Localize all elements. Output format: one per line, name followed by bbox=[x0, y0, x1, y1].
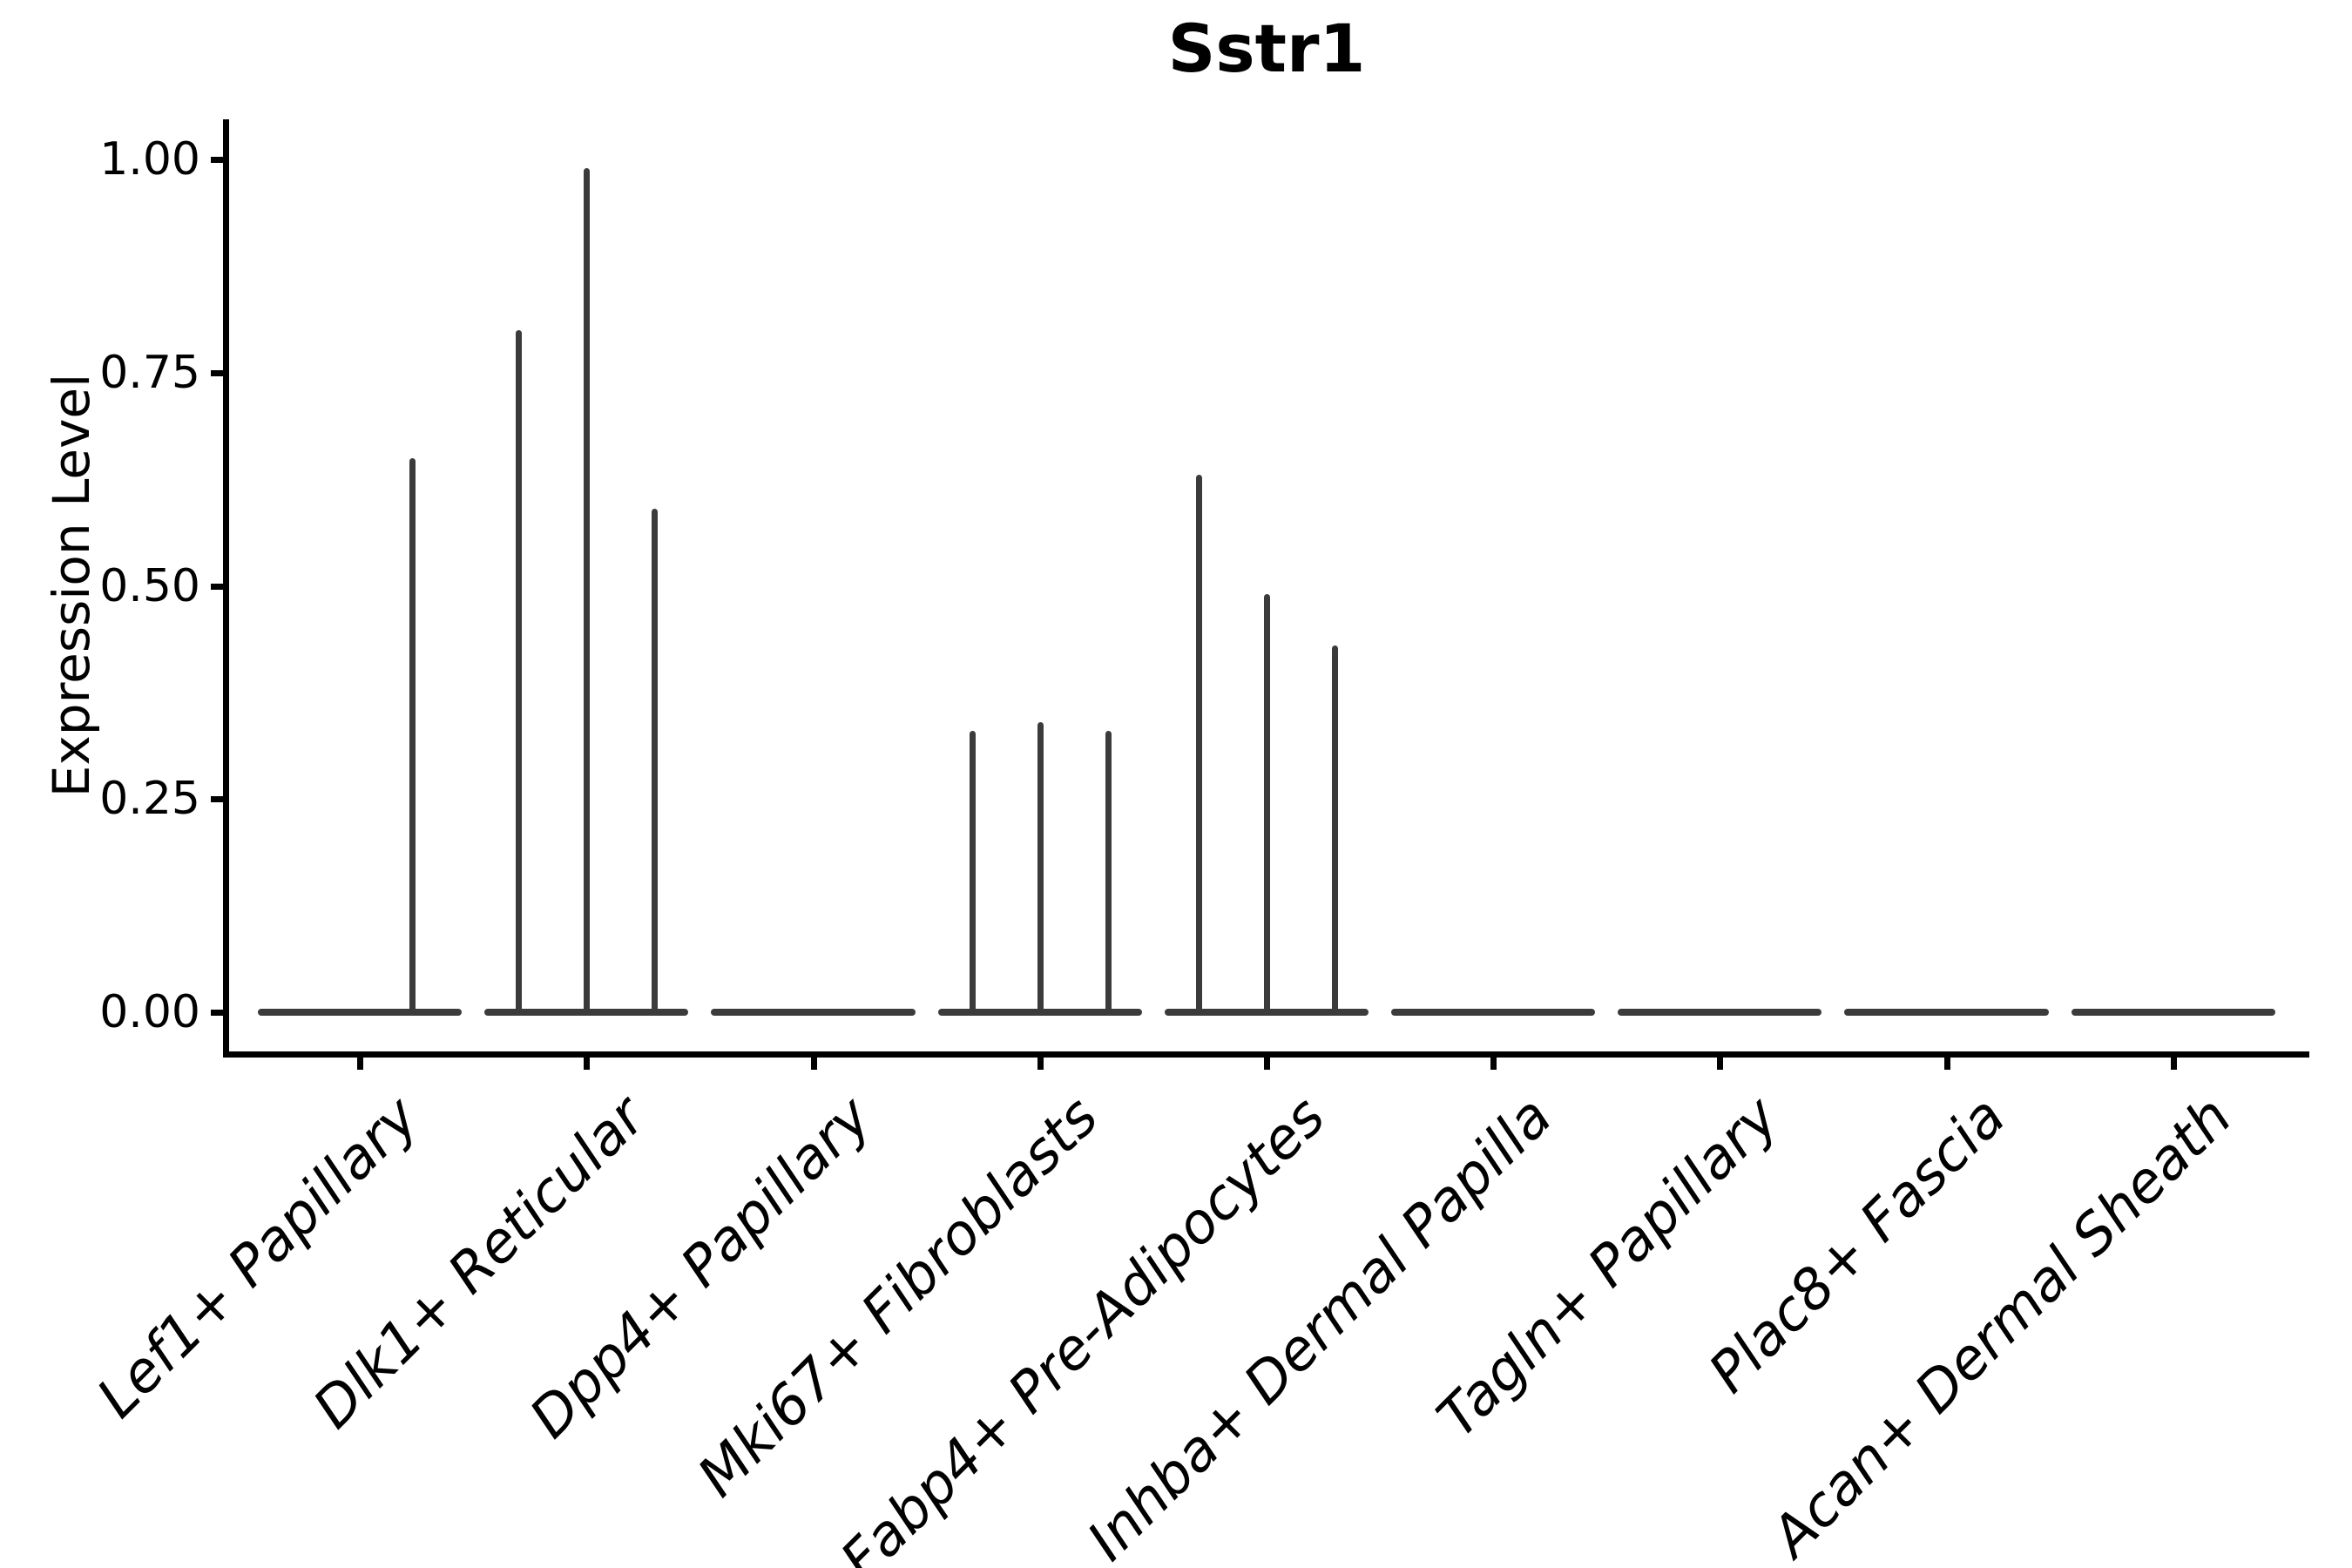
violin-spike bbox=[1331, 645, 1338, 1016]
violin-baseline bbox=[2071, 1009, 2275, 1016]
violin-spike bbox=[969, 730, 976, 1016]
y-tick-mark bbox=[211, 583, 223, 590]
y-axis-spine bbox=[223, 119, 229, 1058]
y-tick-label: 0.00 bbox=[99, 986, 200, 1038]
x-tick-label: Inhba+ Dermal Papilla bbox=[1075, 1085, 1565, 1568]
violin-spike bbox=[516, 329, 523, 1016]
x-tick-mark bbox=[1717, 1057, 1724, 1070]
y-axis-label: Expression Level bbox=[42, 373, 101, 798]
x-tick-mark bbox=[584, 1057, 591, 1070]
violin-spike bbox=[1263, 594, 1270, 1016]
x-tick-label: Mki67+ Fibroblasts bbox=[686, 1085, 1112, 1510]
x-tick-mark bbox=[357, 1057, 364, 1070]
x-tick-mark bbox=[2170, 1057, 2177, 1070]
violin-baseline bbox=[258, 1009, 463, 1016]
violin-baseline bbox=[711, 1009, 916, 1016]
violin-spike bbox=[409, 457, 416, 1016]
violin-spike bbox=[584, 167, 591, 1016]
violin-spike bbox=[652, 509, 659, 1016]
violin-baseline bbox=[1844, 1009, 2049, 1016]
y-tick-mark bbox=[211, 796, 223, 803]
x-tick-mark bbox=[1943, 1057, 1950, 1070]
y-tick-label: 0.50 bbox=[99, 559, 200, 612]
y-tick-mark bbox=[211, 157, 223, 163]
chart-title: Sstr1 bbox=[1167, 10, 1366, 87]
violin-spike bbox=[1105, 730, 1112, 1016]
y-tick-label: 1.00 bbox=[99, 133, 200, 186]
y-tick-label: 0.25 bbox=[99, 773, 200, 826]
violin-spike bbox=[1195, 475, 1202, 1016]
violin-baseline bbox=[1391, 1009, 1596, 1016]
x-tick-mark bbox=[810, 1057, 817, 1070]
violin-baseline bbox=[1618, 1009, 1822, 1016]
y-tick-label: 0.75 bbox=[99, 346, 200, 399]
x-axis-spine bbox=[223, 1051, 2309, 1058]
violin-spike bbox=[1037, 722, 1044, 1016]
x-tick-mark bbox=[1037, 1057, 1044, 1070]
x-tick-mark bbox=[1263, 1057, 1270, 1070]
x-tick-mark bbox=[1490, 1057, 1497, 1070]
y-tick-mark bbox=[211, 1010, 223, 1016]
y-tick-mark bbox=[211, 369, 223, 376]
x-tick-label: Acan+ Dermal Sheath bbox=[1759, 1085, 2245, 1568]
